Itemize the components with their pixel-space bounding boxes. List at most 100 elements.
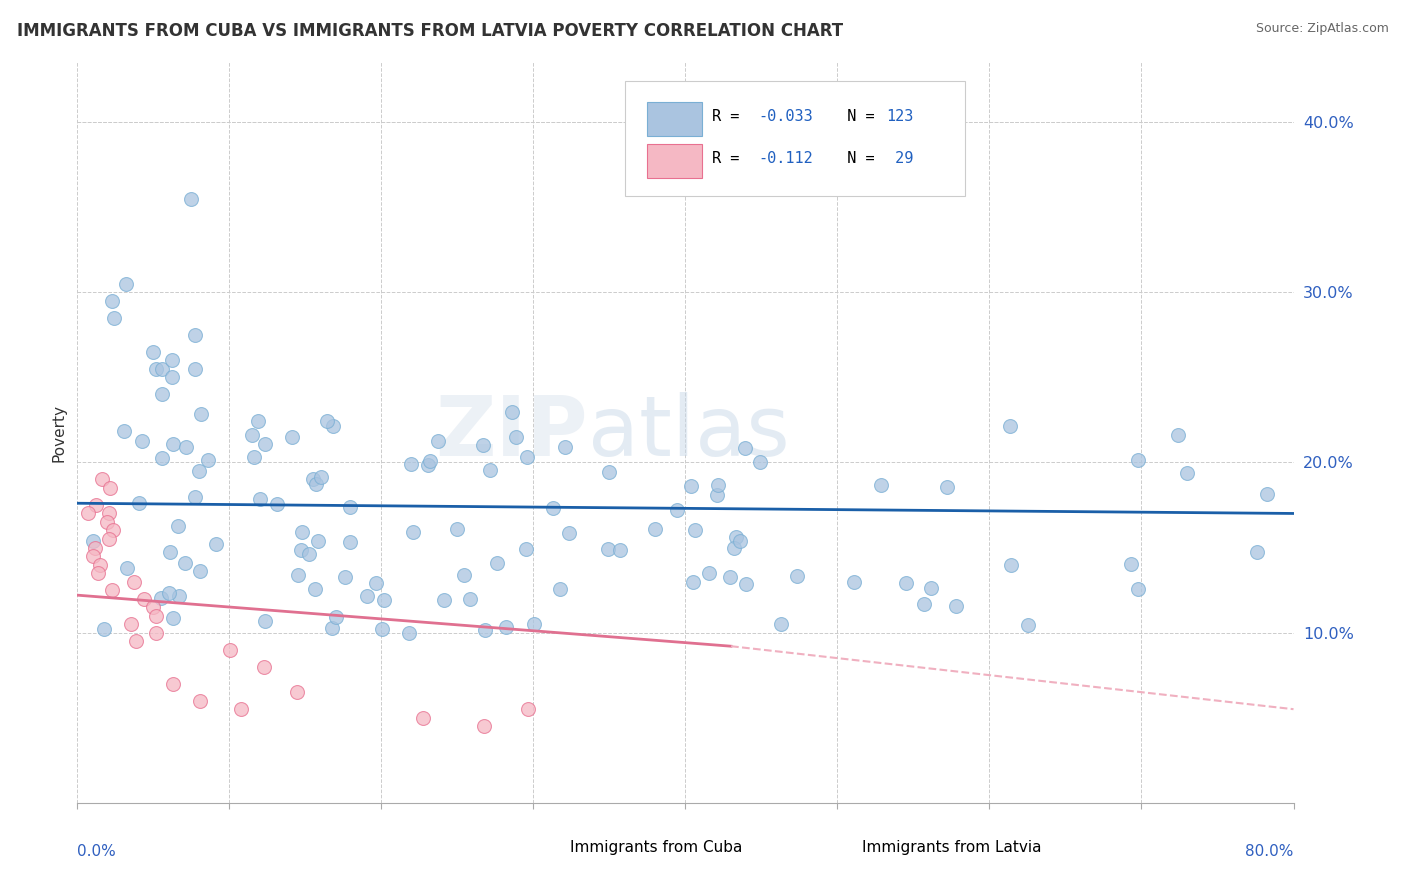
Text: 0.0%: 0.0%	[77, 844, 117, 858]
Point	[301, 472, 323, 486]
Point	[249, 491, 271, 506]
Point	[945, 599, 967, 613]
Point	[253, 659, 276, 673]
Point	[598, 465, 620, 479]
Point	[159, 545, 181, 559]
Point	[149, 591, 172, 605]
Point	[505, 430, 527, 444]
Text: Immigrants from Cuba: Immigrants from Cuba	[569, 839, 742, 855]
Point	[188, 464, 211, 478]
Point	[786, 569, 808, 583]
Point	[150, 450, 173, 465]
Text: Source: ZipAtlas.com: Source: ZipAtlas.com	[1256, 22, 1389, 36]
Point	[322, 419, 344, 434]
Point	[115, 561, 138, 575]
Point	[188, 694, 211, 708]
Point	[412, 711, 434, 725]
Point	[665, 503, 688, 517]
Point	[287, 567, 309, 582]
Point	[101, 524, 124, 538]
Point	[321, 621, 343, 635]
Text: atlas: atlas	[588, 392, 790, 473]
Point	[96, 515, 118, 529]
Point	[720, 570, 742, 584]
Point	[523, 616, 546, 631]
Point	[112, 425, 135, 439]
Point	[1000, 418, 1022, 433]
Point	[1167, 428, 1189, 442]
Point	[103, 310, 125, 325]
Point	[706, 488, 728, 502]
Point	[554, 440, 576, 454]
Point	[150, 387, 173, 401]
Point	[253, 614, 276, 628]
Point	[101, 293, 124, 308]
Point	[418, 458, 440, 472]
Point	[371, 622, 394, 636]
Point	[98, 481, 121, 495]
Point	[134, 591, 156, 606]
Point	[281, 430, 304, 444]
Point	[748, 455, 770, 469]
Point	[240, 428, 263, 442]
Point	[184, 491, 207, 505]
Point	[307, 533, 329, 548]
Point	[1119, 557, 1142, 571]
Point	[419, 454, 441, 468]
Point	[180, 192, 202, 206]
Text: R =: R =	[713, 151, 748, 166]
Point	[609, 543, 631, 558]
Point	[333, 570, 356, 584]
Point	[474, 624, 496, 638]
Text: ZIP: ZIP	[436, 392, 588, 473]
Point	[515, 541, 537, 556]
Point	[1246, 545, 1268, 559]
Point	[644, 522, 666, 536]
Text: -0.033: -0.033	[758, 109, 813, 124]
Point	[516, 702, 538, 716]
Point	[398, 625, 420, 640]
Text: 80.0%: 80.0%	[1246, 844, 1294, 858]
Point	[315, 414, 337, 428]
Point	[142, 600, 165, 615]
Point	[98, 532, 121, 546]
Point	[157, 586, 180, 600]
Point	[197, 453, 219, 467]
Point	[174, 557, 197, 571]
Point	[402, 524, 425, 539]
Point	[446, 522, 468, 536]
Point	[145, 608, 167, 623]
Point	[770, 617, 793, 632]
Text: 29: 29	[886, 151, 914, 166]
Point	[682, 575, 704, 590]
Point	[460, 591, 482, 606]
Text: IMMIGRANTS FROM CUBA VS IMMIGRANTS FROM LATVIA POVERTY CORRELATION CHART: IMMIGRANTS FROM CUBA VS IMMIGRANTS FROM …	[17, 22, 844, 40]
Point	[495, 620, 517, 634]
Point	[167, 519, 190, 533]
Point	[501, 405, 523, 419]
Point	[541, 501, 564, 516]
Point	[558, 525, 581, 540]
Point	[142, 344, 165, 359]
Point	[427, 434, 450, 448]
Point	[707, 478, 730, 492]
Point	[697, 566, 720, 580]
Point	[683, 524, 706, 538]
Point	[150, 361, 173, 376]
Point	[433, 592, 456, 607]
Point	[728, 534, 751, 549]
Point	[285, 685, 308, 699]
Point	[120, 617, 142, 632]
Point	[724, 530, 747, 544]
Point	[290, 543, 312, 558]
Point	[842, 574, 865, 589]
Point	[145, 361, 167, 376]
Point	[936, 480, 959, 494]
Point	[325, 610, 347, 624]
Point	[1256, 487, 1278, 501]
FancyBboxPatch shape	[796, 831, 856, 865]
Point	[77, 507, 100, 521]
FancyBboxPatch shape	[647, 144, 703, 178]
FancyBboxPatch shape	[505, 831, 565, 865]
Point	[356, 589, 378, 603]
